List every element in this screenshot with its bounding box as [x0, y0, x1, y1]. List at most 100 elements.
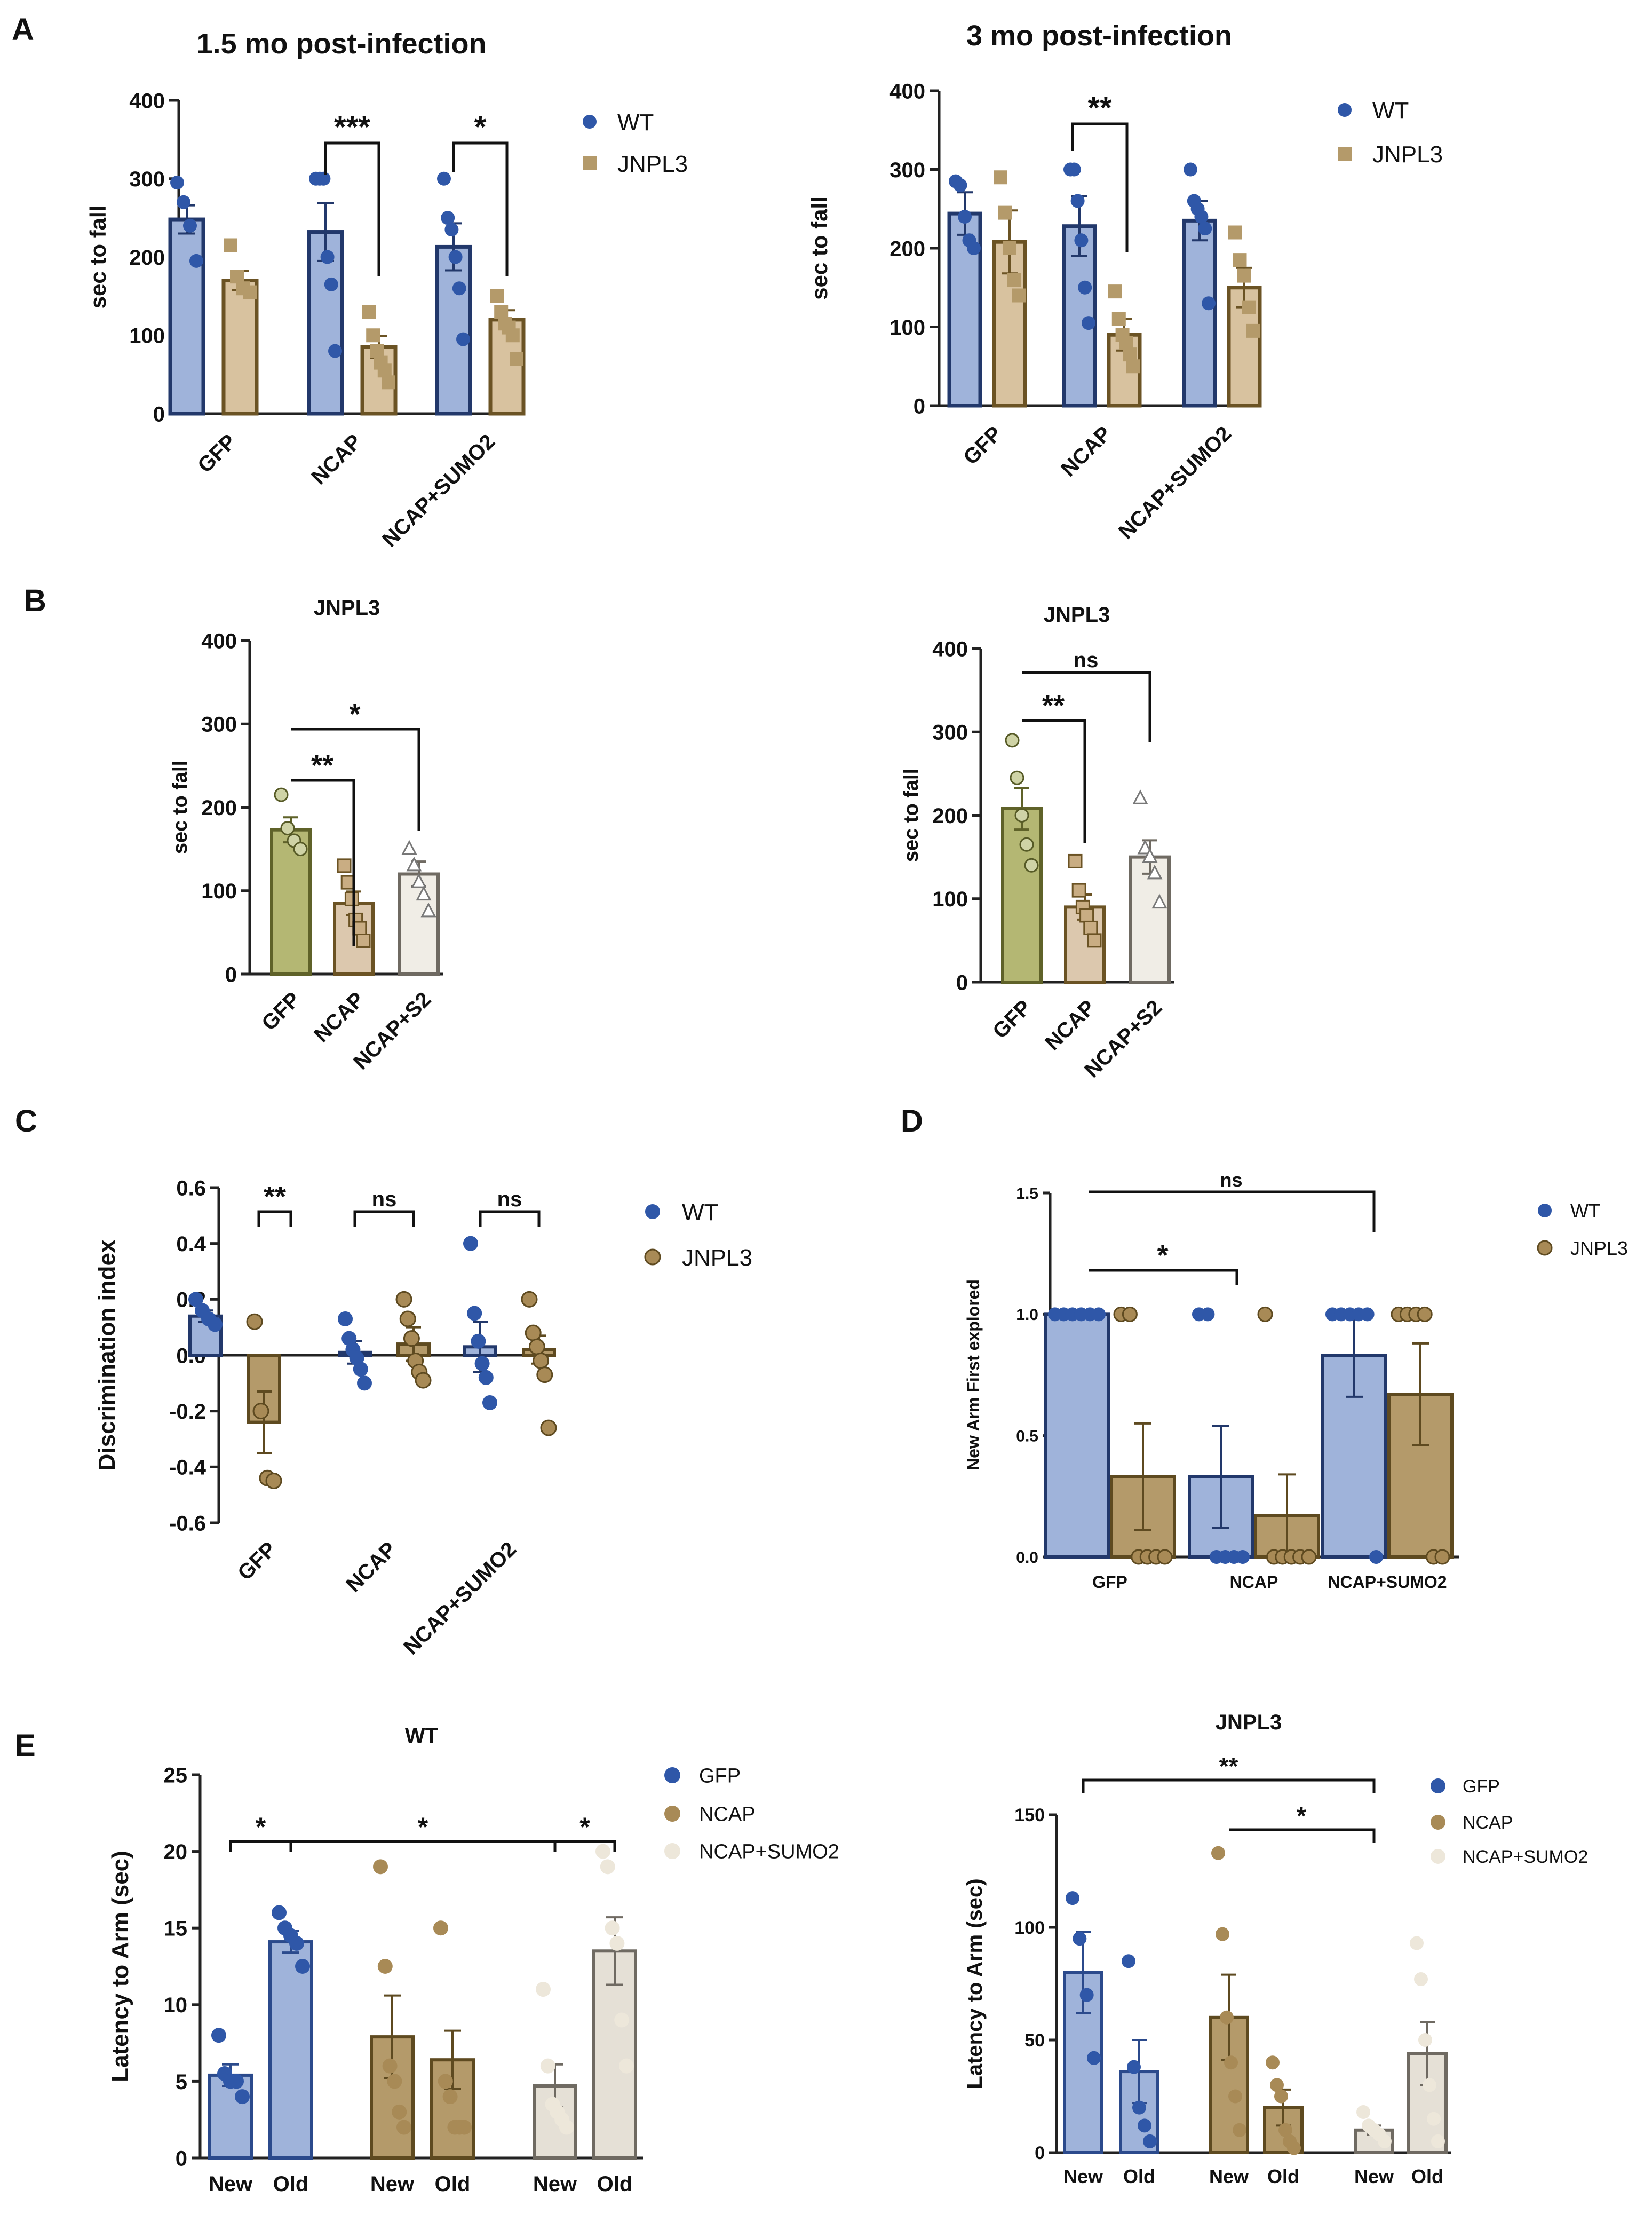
- data-point: [510, 352, 523, 366]
- data-point: [1122, 1306, 1138, 1322]
- data-point: [416, 885, 432, 901]
- x-tick-label: GFP: [193, 430, 241, 477]
- data-point: [1423, 2078, 1436, 2092]
- data-point: [600, 1859, 615, 1875]
- data-point: [452, 281, 466, 296]
- y-tick-label: 0: [1035, 2143, 1045, 2163]
- significance-bracket: [479, 1210, 541, 1227]
- significance-label: **: [1219, 1752, 1238, 1780]
- data-point: [1266, 2055, 1280, 2070]
- data-point: [399, 1310, 416, 1327]
- data-point: [494, 305, 509, 319]
- data-point: [444, 223, 459, 237]
- data-point: [605, 1920, 620, 1936]
- y-tick-label: 400: [932, 637, 968, 661]
- y-tick-label: 400: [201, 629, 237, 653]
- data-point: [1233, 2123, 1246, 2137]
- legend-marker: [1431, 1815, 1446, 1830]
- chart-e2: 0 50 100 150 Latency to Arm (sec) JNPL3 New Old…: [963, 1711, 1588, 2187]
- data-point: [1068, 853, 1083, 868]
- data-point: [442, 2089, 458, 2105]
- data-point: [377, 1959, 393, 1974]
- data-point: [441, 211, 455, 225]
- data-point: [1202, 296, 1216, 311]
- x-tick-label: NCAP: [1057, 422, 1116, 481]
- data-point: [1087, 2051, 1101, 2065]
- data-point: [1184, 162, 1197, 177]
- data-point: [382, 375, 395, 390]
- significance-label: *: [1297, 1802, 1306, 1830]
- x-tick-label: GFP: [257, 987, 305, 1035]
- significance-bracket: [1022, 671, 1151, 742]
- significance-label: **: [1042, 690, 1065, 722]
- data-point: [353, 1362, 368, 1377]
- y-tick-label: 50: [1024, 2030, 1045, 2051]
- x-tick-label: New: [1063, 2165, 1103, 2187]
- data-point: [540, 2058, 555, 2074]
- chart-title: JNPL3: [1216, 1711, 1282, 1734]
- data-point: [362, 305, 376, 319]
- data-point: [448, 250, 463, 264]
- data-point: [1270, 2078, 1284, 2092]
- data-point: [1122, 1954, 1135, 1968]
- data-point: [230, 270, 244, 284]
- bar-e1-1: [268, 1940, 313, 2160]
- y-tick-label: 25: [164, 1764, 188, 1787]
- y-axis-label: Discrimination index: [94, 1239, 120, 1470]
- data-point: [1246, 323, 1260, 338]
- data-point: [1378, 2134, 1392, 2148]
- panel-letter-c: C: [15, 1104, 37, 1138]
- legend-marker: [1538, 1204, 1552, 1217]
- data-point: [396, 2120, 411, 2135]
- x-tick-label: NCAP+SUMO2: [399, 1537, 521, 1659]
- y-tick-label: 300: [201, 713, 237, 737]
- chart-title: JNPL3: [1044, 603, 1110, 627]
- data-point: [525, 1324, 542, 1341]
- y-tick-label: -0.4: [169, 1456, 206, 1480]
- data-point: [1078, 280, 1092, 295]
- data-point: [1228, 2089, 1242, 2104]
- chart-title: 3 mo post-infection: [966, 20, 1232, 52]
- data-point: [246, 1313, 263, 1330]
- data-point: [1132, 2100, 1146, 2115]
- data-point: [243, 285, 257, 299]
- data-point: [478, 1370, 494, 1385]
- data-point: [344, 891, 359, 906]
- data-point: [1198, 222, 1212, 236]
- legend-label: WT: [682, 1199, 718, 1225]
- data-point: [528, 1338, 545, 1355]
- data-point: [377, 363, 392, 378]
- data-point: [280, 821, 295, 836]
- bar-b2-0: [1001, 807, 1043, 984]
- y-tick-label: 5: [176, 2070, 187, 2094]
- data-point: [467, 1306, 482, 1321]
- data-point: [1143, 2134, 1157, 2148]
- data-point: [595, 1844, 610, 1859]
- data-point: [1242, 300, 1256, 314]
- data-point: [953, 178, 967, 192]
- panel-letter-e: E: [15, 1728, 36, 1763]
- data-point: [1274, 2089, 1288, 2104]
- x-tick-label: NCAP+SUMO2: [1328, 1572, 1447, 1592]
- legend-label: NCAP+SUMO2: [699, 1841, 839, 1863]
- data-point: [289, 1935, 304, 1951]
- x-tick-label: GFP: [959, 422, 1006, 469]
- data-point: [1132, 789, 1148, 804]
- significance-label: *: [349, 698, 360, 730]
- chart-a1: 0 100 200 300 400 sec to fall 1.5 mo post-infe…: [85, 28, 688, 552]
- legend-marker: [583, 156, 597, 170]
- data-point: [1237, 268, 1251, 283]
- x-tick-label: GFP: [233, 1537, 281, 1585]
- x-tick-label: New: [533, 2172, 577, 2196]
- significance-label: *: [474, 110, 487, 145]
- data-point: [1070, 194, 1085, 208]
- y-tick-label: 0.5: [1016, 1427, 1038, 1445]
- y-tick-label: 100: [1014, 1918, 1045, 1938]
- data-point: [1108, 284, 1122, 299]
- data-point: [1137, 839, 1153, 855]
- data-point: [1003, 241, 1016, 255]
- significance-bracket: [324, 141, 380, 276]
- data-point: [1418, 2033, 1432, 2047]
- y-axis-label: sec to fall: [900, 769, 923, 862]
- y-tick-label: 300: [889, 159, 925, 182]
